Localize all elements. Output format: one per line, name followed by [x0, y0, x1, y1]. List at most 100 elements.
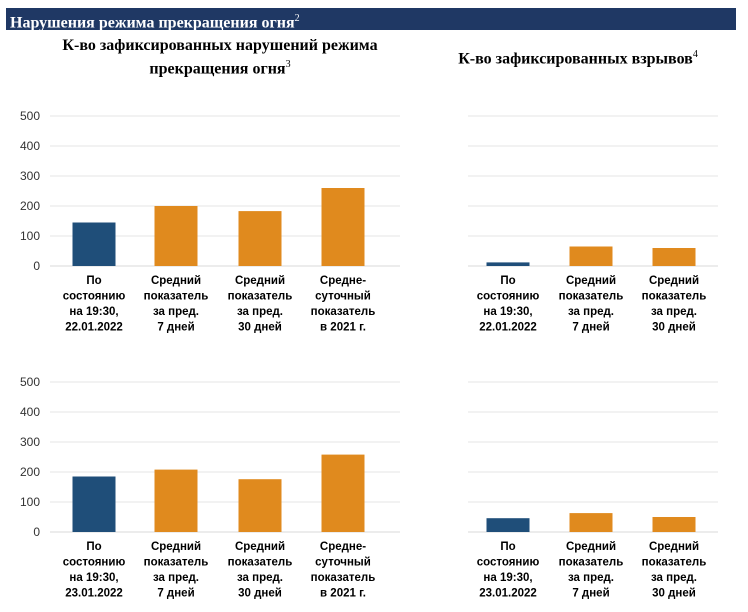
category-label-line: за пред. [237, 572, 283, 584]
category-label-line: за пред. [568, 306, 614, 318]
ceasefire-violations-subtitle-text: К-во зафиксированных нарушений режима пр… [62, 37, 378, 78]
bar [238, 211, 282, 266]
category-label-line: на 19:30, [483, 572, 532, 584]
category-label-line: 22.01.2022 [65, 322, 123, 334]
category-label-line: на 19:30, [69, 306, 118, 318]
y-tick-label: 400 [20, 405, 40, 419]
category-label-line: показатель [642, 557, 707, 569]
category-label-line: в 2021 г. [320, 588, 366, 600]
category-label-line: за пред. [153, 572, 199, 584]
category-label-line: Средний [649, 275, 699, 287]
category-label: Средний показатель за пред. 30 дней [228, 275, 293, 334]
y-tick-label: 500 [20, 109, 40, 123]
bar [154, 206, 198, 266]
category-label-line: состоянию [63, 291, 126, 303]
category-label-line: состоянию [477, 557, 540, 569]
category-label-line: суточный [315, 557, 371, 569]
y-tick-label: 400 [20, 139, 40, 153]
y-tick-label: 200 [20, 199, 40, 213]
category-label-line: По [86, 275, 101, 287]
category-label-line: показатель [642, 291, 707, 303]
bar [652, 517, 696, 532]
y-tick-label: 100 [20, 495, 40, 509]
category-label-line: показатель [559, 291, 624, 303]
category-label: Средний показатель за пред. 7 дней [559, 275, 624, 334]
y-tick-label: 0 [33, 259, 40, 273]
y-tick-label: 100 [20, 229, 40, 243]
category-label: По состоянию на 19:30, 23.01.2022 [63, 541, 126, 600]
category-label-line: показатель [311, 306, 376, 318]
category-label-line: показатель [311, 572, 376, 584]
y-tick-label: 300 [20, 169, 40, 183]
category-label: Средне-суточный показатель в 2021 г. [311, 275, 376, 334]
bar [569, 513, 613, 532]
category-label: Средний показатель за пред. 30 дней [642, 541, 707, 600]
explosions-subtitle: К-во зафиксированных взрывов4 [428, 45, 728, 68]
category-label-line: показатель [228, 291, 293, 303]
category-label-line: состоянию [477, 291, 540, 303]
category-label-line: за пред. [153, 306, 199, 318]
category-label: Средний показатель за пред. 7 дней [144, 275, 209, 334]
category-label-line: 7 дней [572, 322, 609, 334]
section-header: Нарушения режима прекращения огня2 [6, 8, 736, 32]
category-label-line: 30 дней [238, 588, 282, 600]
category-label-line: в 2021 г. [320, 322, 366, 334]
category-label-line: 30 дней [652, 588, 696, 600]
category-label-line: 7 дней [157, 322, 194, 334]
bar [321, 188, 365, 266]
category-label: По состоянию на 19:30, 22.01.2022 [477, 275, 540, 334]
category-label-line: По [500, 541, 515, 553]
ceasefire-violations-subtitle-footnote: 3 [285, 59, 291, 70]
category-label-line: состоянию [63, 557, 126, 569]
category-label-line: 22.01.2022 [479, 322, 537, 334]
category-label-line: показатель [228, 557, 293, 569]
category-label-line: 23.01.2022 [65, 588, 123, 600]
category-label: По состоянию на 19:30, 23.01.2022 [477, 541, 540, 600]
category-label-line: Средний [566, 541, 616, 553]
bar [486, 262, 530, 266]
section-title-footnote: 2 [294, 13, 300, 24]
category-label-line: за пред. [237, 306, 283, 318]
bar [652, 248, 696, 266]
bar [569, 246, 613, 266]
bar [321, 454, 365, 532]
bar [486, 518, 530, 532]
category-label-line: суточный [315, 291, 371, 303]
category-label-line: По [86, 541, 101, 553]
y-tick-label: 500 [20, 375, 40, 389]
category-label-line: за пред. [651, 572, 697, 584]
category-label: Средний показатель за пред. 30 дней [642, 275, 707, 334]
category-label-line: Средний [151, 541, 201, 553]
category-label-line: Средний [235, 541, 285, 553]
category-label-line: за пред. [651, 306, 697, 318]
category-label: Средний показатель за пред. 7 дней [144, 541, 209, 600]
category-label-line: показатель [144, 291, 209, 303]
category-label-line: Средне- [320, 275, 366, 287]
category-label-line: Средне- [320, 541, 366, 553]
category-label-line: Средний [566, 275, 616, 287]
category-label-line: 7 дней [157, 588, 194, 600]
category-label-line: Средний [649, 541, 699, 553]
category-label-line: Средний [151, 275, 201, 287]
category-label-line: Средний [235, 275, 285, 287]
category-label-line: 23.01.2022 [479, 588, 537, 600]
category-label: Средне-суточный показатель в 2021 г. [311, 541, 376, 600]
y-tick-label: 300 [20, 435, 40, 449]
bar [72, 476, 116, 532]
y-tick-label: 0 [33, 525, 40, 539]
y-tick-label: 200 [20, 465, 40, 479]
category-label: По состоянию на 19:30, 22.01.2022 [63, 275, 126, 334]
explosions-subtitle-footnote: 4 [692, 49, 698, 60]
category-label-line: на 19:30, [483, 306, 532, 318]
bar [238, 479, 282, 532]
category-label-line: показатель [559, 557, 624, 569]
bar [154, 469, 198, 532]
section-title: Нарушения режима прекращения огня [10, 14, 295, 32]
category-label-line: 30 дней [652, 322, 696, 334]
category-label: Средний показатель за пред. 30 дней [228, 541, 293, 600]
category-label: Средний показатель за пред. 7 дней [559, 541, 624, 600]
category-label-line: за пред. [568, 572, 614, 584]
ceasefire-violations-subtitle: К-во зафиксированных нарушений режима пр… [20, 36, 420, 78]
explosions-subtitle-text: К-во зафиксированных взрывов [458, 50, 693, 68]
